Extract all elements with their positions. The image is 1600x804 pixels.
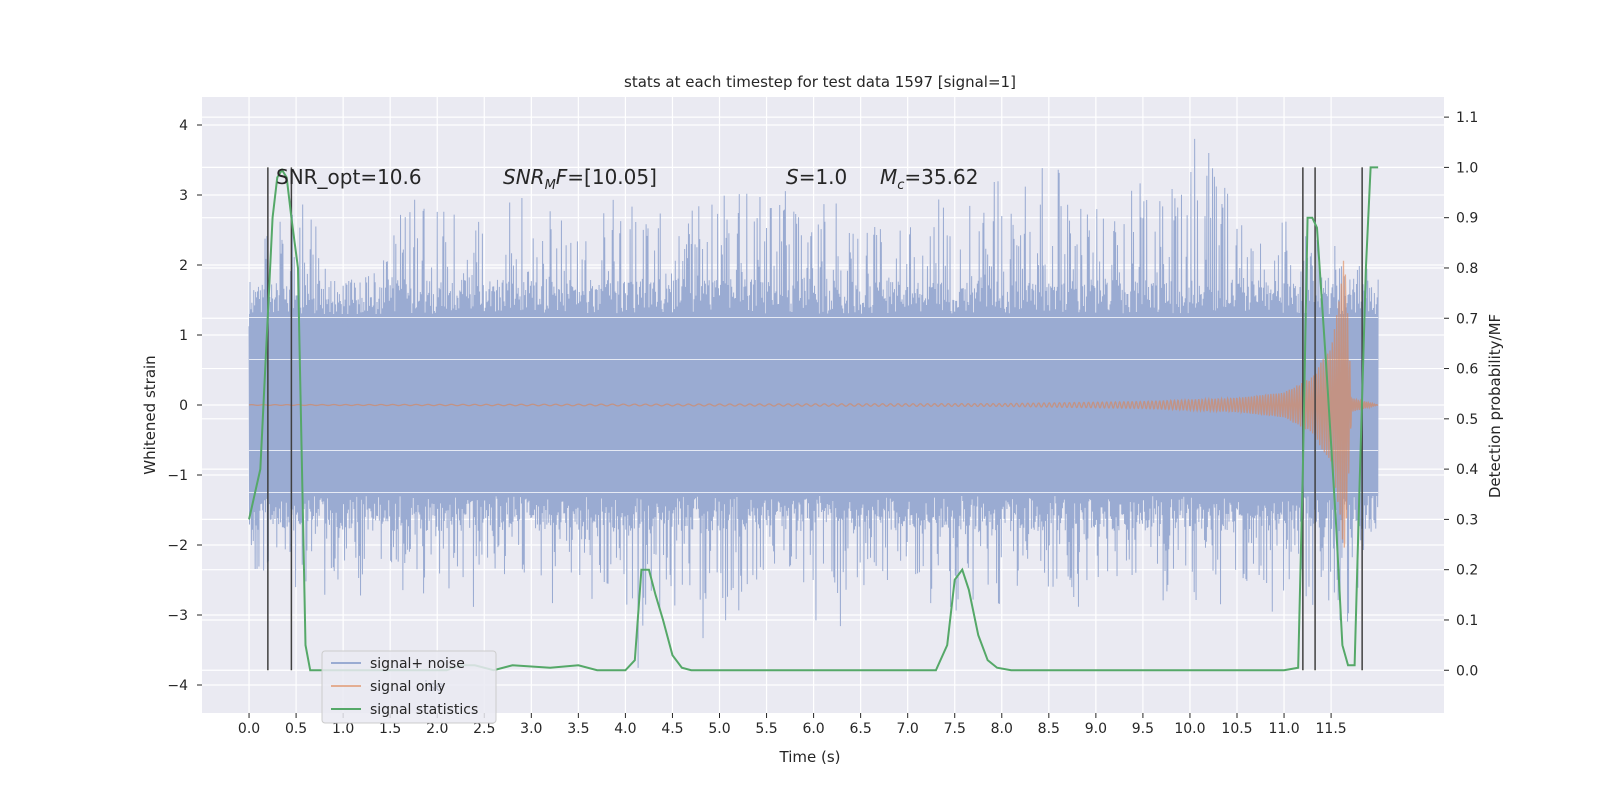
x-tick-label-16: 8.0: [991, 721, 1013, 737]
x-tick-label-15: 7.5: [944, 721, 966, 737]
y2-tick-label-2: 0.2: [1456, 563, 1478, 579]
signal-noise-line: [248, 138, 1379, 668]
x-tick-label-3: 1.5: [379, 721, 401, 737]
y2-tick-label-4: 0.4: [1456, 462, 1478, 478]
chart-title: stats at each timestep for test data 159…: [624, 73, 1016, 91]
annotation-mc-value: =35.62: [904, 165, 978, 189]
annotation-snr-mf-main2: F: [556, 165, 568, 189]
y-tick-label-7: 3: [179, 188, 188, 204]
y2-axis: 0.0 0.1 0.2 0.3 0.4 0.5 0.6 0.7 0.8 0.9 1.0 1.1: [1444, 110, 1478, 679]
x-tick-label-9: 4.5: [661, 721, 683, 737]
y2-tick-label-3: 0.3: [1456, 512, 1478, 528]
legend-label-signal-statistics: signal statistics: [370, 702, 478, 718]
x-tick-label-11: 5.5: [755, 721, 777, 737]
annotation-s-main: S: [786, 165, 799, 189]
y-axis-label: Whitened strain: [141, 355, 159, 474]
y-tick-label-8: 4: [179, 118, 188, 134]
y-tick-label-5: 1: [179, 328, 188, 344]
legend: ise signal+ noise signal only signal sta…: [321, 650, 497, 724]
x-tick-label-20: 10.0: [1174, 721, 1205, 737]
y-tick-label-3: −1: [167, 468, 188, 484]
x-tick-label-4: 2.0: [426, 721, 448, 737]
y2-tick-label-11: 1.1: [1456, 110, 1478, 126]
y2-tick-label-1: 0.1: [1456, 613, 1478, 629]
x-tick-label-17: 8.5: [1038, 721, 1060, 737]
x-tick-label-14: 7.0: [897, 721, 919, 737]
annotation-s-value: =1.0: [799, 165, 848, 189]
x-tick-label-19: 9.5: [1132, 721, 1154, 737]
x-axis-label: Time (s): [779, 748, 841, 766]
y2-tick-label-5: 0.5: [1456, 412, 1478, 428]
x-tick-label-12: 6.0: [802, 721, 824, 737]
annotation-snr-mf-sub: M: [545, 178, 556, 193]
legend-ghost-text: ise: [424, 679, 444, 695]
x-tick-label-6: 3.0: [520, 721, 542, 737]
x-tick-label-10: 5.0: [708, 721, 730, 737]
annotation-s: S=1.0: [786, 165, 847, 189]
signal-only-series: [248, 260, 1379, 548]
x-tick-label-23: 11.5: [1316, 721, 1347, 737]
y2-axis-label: Detection probability/MF: [1486, 314, 1504, 498]
y2-tick-label-0: 0.0: [1456, 663, 1478, 679]
legend-label-signal-noise: signal+ noise: [370, 656, 465, 672]
y2-tick-label-6: 0.6: [1456, 362, 1478, 378]
annotation-mc-main: M: [880, 165, 897, 189]
y2-tick-label-7: 0.7: [1456, 311, 1478, 327]
y-tick-label-1: −3: [167, 608, 188, 624]
annotation-snr-mf: SNRMF=[10.05]: [503, 165, 657, 193]
legend-box: [321, 650, 497, 724]
y2-tick-label-8: 0.8: [1456, 261, 1478, 277]
annotation-snr-mf-main: SNR: [503, 165, 545, 189]
annotation-mc: Mc=35.62: [880, 165, 978, 193]
y2-tick-label-10: 1.0: [1456, 160, 1478, 176]
x-tick-label-13: 6.5: [850, 721, 872, 737]
x-tick-label-5: 2.5: [473, 721, 495, 737]
x-axis: 0.0 0.5 1.0 1.5 2.0 2.5 3.0 3.5 4.0 4.5 5.0 5.5 6.0 6…: [238, 713, 1347, 737]
x-tick-label-0: 0.0: [238, 721, 260, 737]
x-tick-label-7: 3.5: [567, 721, 589, 737]
y-tick-label-0: −4: [167, 678, 188, 694]
x-tick-label-8: 4.0: [614, 721, 636, 737]
x-tick-label-18: 9.0: [1085, 721, 1107, 737]
x-tick-label-22: 11.0: [1268, 721, 1299, 737]
signal-only-line: [248, 260, 1379, 548]
x-tick-label-21: 10.5: [1221, 721, 1252, 737]
y-tick-label-6: 2: [179, 258, 188, 274]
y-tick-label-2: −2: [167, 538, 188, 554]
y2-tick-label-9: 0.9: [1456, 211, 1478, 227]
x-tick-label-2: 1.0: [332, 721, 354, 737]
y-tick-label-4: 0: [179, 398, 188, 414]
annotation-snr-opt: SNR_opt=10.6: [276, 165, 422, 189]
legend-label-signal-only: signal only: [370, 679, 445, 695]
signal-statistics-line: [248, 166, 1379, 672]
annotation-mc-sub: c: [897, 178, 904, 193]
y-axis: −4 −3 −2 −1 0 1 2 3 4: [167, 118, 202, 694]
x-tick-label-1: 0.5: [285, 721, 307, 737]
annotation-snr-mf-value: =[10.05]: [567, 165, 657, 189]
signal-statistics-series: [248, 166, 1379, 672]
